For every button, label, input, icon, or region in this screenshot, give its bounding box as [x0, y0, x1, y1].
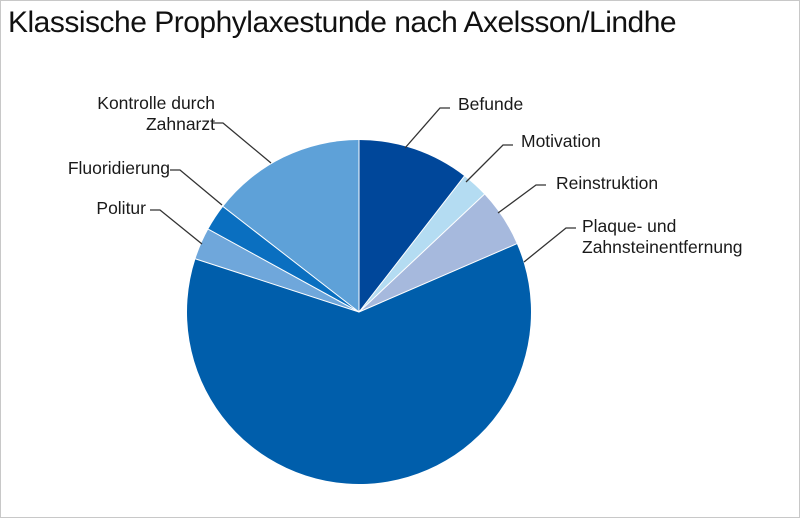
slice-separator-2: [358, 175, 465, 313]
slice-label-1: Befunde: [458, 94, 523, 114]
leader-line-7: [213, 122, 272, 164]
pie-slice-2: [359, 176, 485, 312]
slice-label-2: Motivation: [521, 131, 601, 151]
pie-slice-4: [186, 243, 531, 485]
pie-slice-3: [359, 194, 517, 312]
pie-slice-7: [223, 140, 359, 312]
slice-separator-7: [222, 206, 360, 313]
leader-line-4: [523, 227, 576, 263]
pie-slice-1: [359, 140, 465, 312]
pie-slice-6: [208, 206, 359, 312]
slice-label-5: Politur: [96, 198, 146, 218]
leader-line-2: [465, 144, 513, 183]
leader-line-5: [150, 209, 203, 245]
slice-label-6: Fluoridierung: [68, 158, 170, 178]
slice-label-3: Reinstruktion: [556, 173, 658, 193]
slice-separator-3: [358, 193, 485, 313]
leader-line-1: [404, 107, 450, 149]
slice-separator-5: [195, 258, 360, 313]
leader-line-6: [170, 169, 223, 206]
slice-label-4: Plaque- und Zahnsteinentfernung: [582, 216, 743, 257]
slice-label-7: Kontrolle durch Zahnarzt: [97, 93, 215, 134]
leader-line-3: [497, 184, 546, 214]
chart-title: Klassische Prophylaxestunde nach Axelsso…: [8, 6, 677, 39]
slice-separator-6: [208, 228, 360, 313]
slice-separator-4: [358, 243, 518, 313]
pie-slice-5: [195, 229, 359, 312]
